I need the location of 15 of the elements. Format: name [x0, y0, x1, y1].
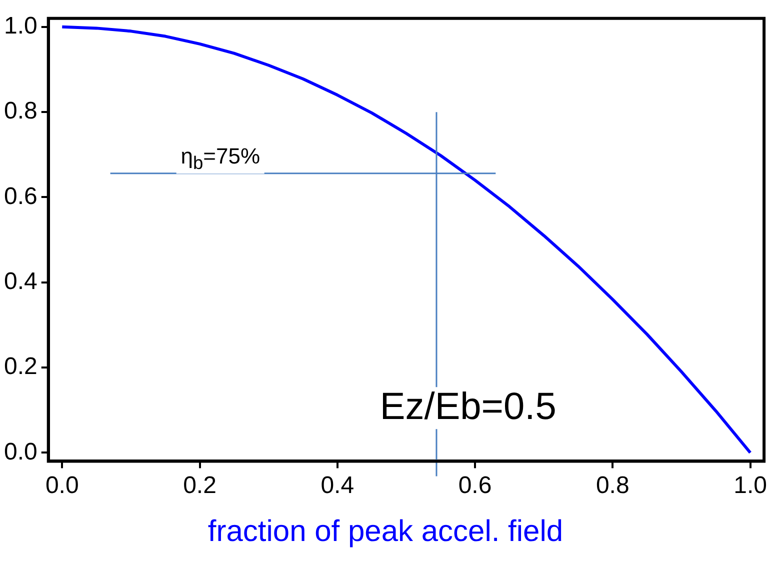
y-tick-label: 0.0	[4, 438, 38, 466]
ref-line-label: Ez/Eb=0.5	[376, 386, 560, 429]
x-axis-title: fraction of peak accel. field	[206, 515, 564, 549]
x-tick-label: 0.6	[458, 472, 492, 500]
annotation: η$_{b}$=75%	[176, 144, 264, 174]
x-tick-label: 0.2	[183, 472, 216, 500]
x-tick-label: 1.0	[734, 472, 767, 500]
y-tick-label: 1.0	[4, 12, 38, 40]
y-tick-label: 0.6	[4, 182, 38, 210]
x-tick-label: 0.0	[45, 472, 79, 500]
x-tick-label: 0.4	[320, 472, 354, 500]
x-tick-label: 0.8	[596, 472, 630, 500]
y-tick-label: 0.2	[4, 353, 38, 380]
y-tick-label: 0.8	[4, 98, 38, 125]
y-tick-label: 0.4	[4, 268, 38, 295]
